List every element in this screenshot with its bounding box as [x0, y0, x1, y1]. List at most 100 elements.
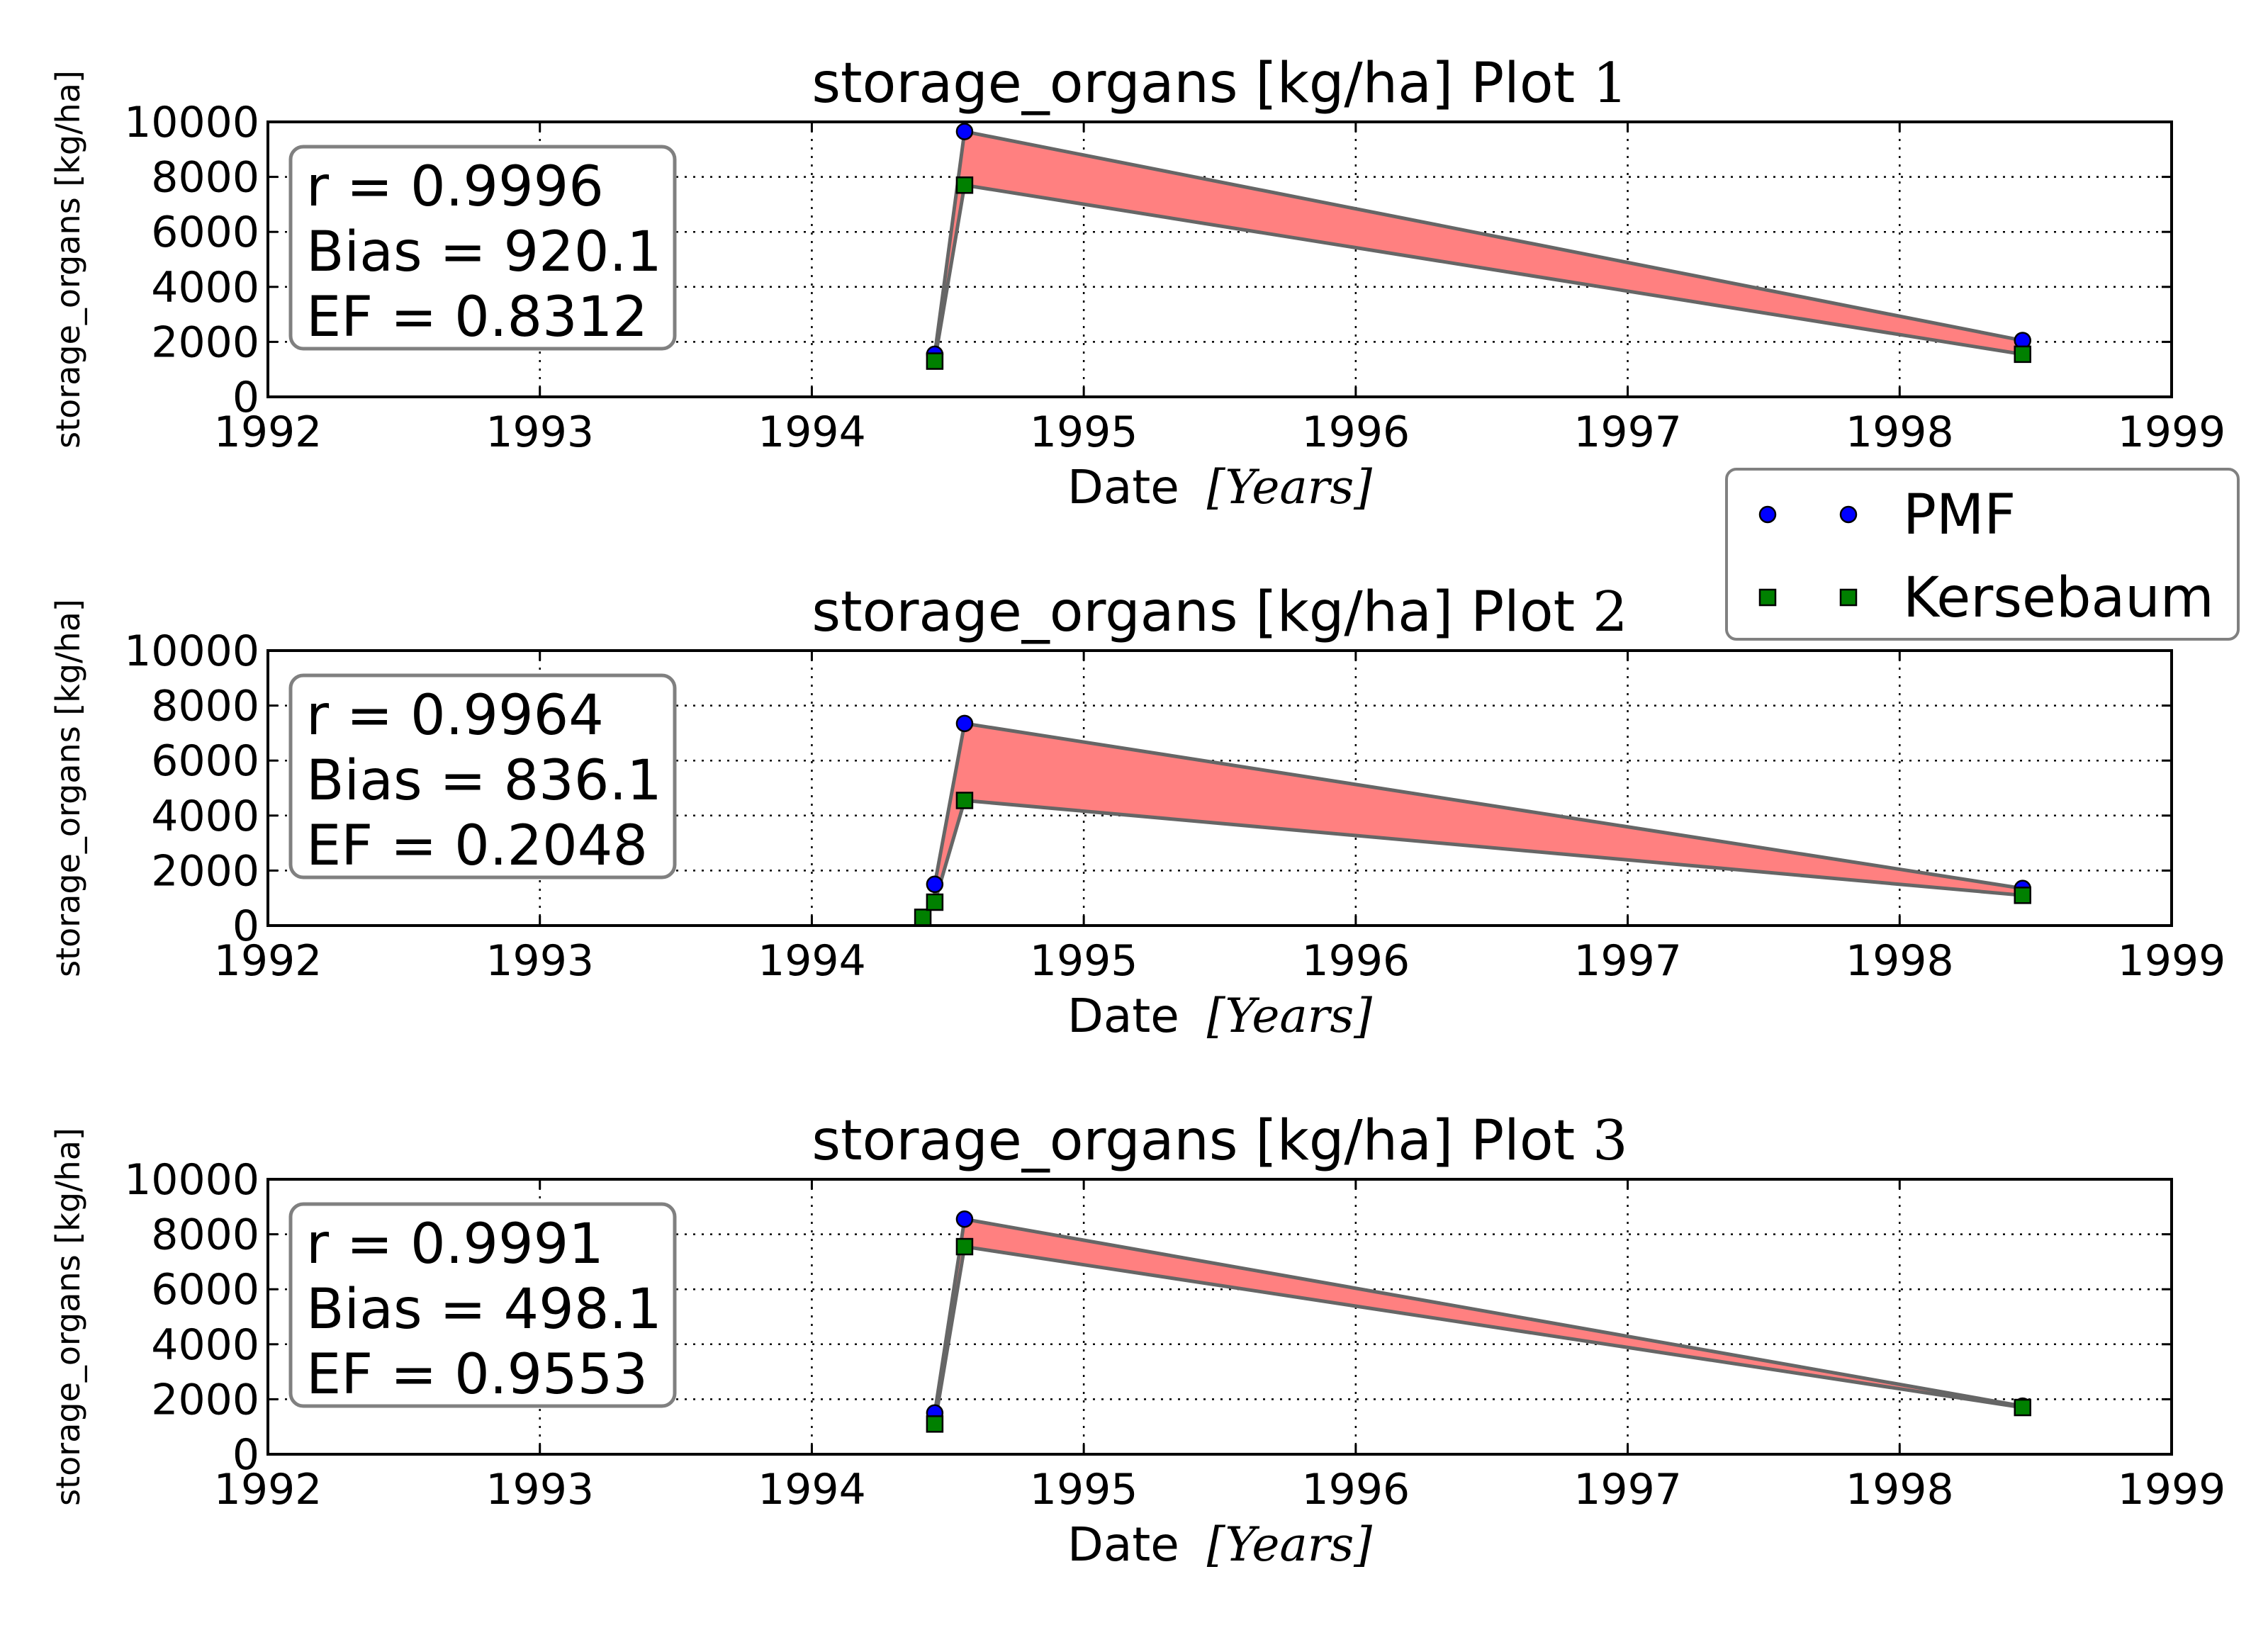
- x-tick-label: 1994: [758, 936, 866, 986]
- plot-title-text: storage_organs [kg/ha] Plot: [812, 52, 1593, 116]
- y-axis-label: storage_organs [kg/ha]: [49, 1128, 87, 1506]
- x-tick-label: 1998: [1846, 936, 1954, 986]
- plot-title: storage_organs [kg/ha] Plot 2: [812, 580, 1627, 644]
- plot-title: storage_organs [kg/ha] Plot 3: [812, 1109, 1627, 1173]
- x-axis-label-unit: [Years]: [1207, 989, 1372, 1043]
- plot-title: storage_organs [kg/ha] Plot 1: [812, 52, 1627, 116]
- stat-line: Bias = 498.1: [306, 1278, 662, 1342]
- x-axis-label: Date [Years]: [1067, 460, 1372, 515]
- x-tick-label: 1995: [1030, 408, 1138, 457]
- plot-frame: [266, 1178, 2173, 1456]
- x-tick-label: 1997: [1573, 936, 1682, 986]
- kersebaum-point: [2014, 887, 2031, 904]
- stat-line: r = 0.9964: [306, 684, 604, 748]
- difference-band: [933, 1217, 2025, 1424]
- y-tick-label: 10000: [124, 626, 259, 676]
- x-tick-label: 1998: [1846, 1465, 1954, 1514]
- x-axis-label: Date [Years]: [1067, 989, 1372, 1043]
- plot-title-text: storage_organs [kg/ha] Plot: [812, 1109, 1593, 1173]
- x-tick-label: 1993: [485, 936, 594, 986]
- x-tick-label: 1994: [758, 408, 866, 457]
- pmf-point: [955, 714, 974, 733]
- x-tick-label: 1995: [1030, 1465, 1138, 1514]
- x-tick-label: 1996: [1302, 936, 1410, 986]
- y-tick-label: 4000: [151, 792, 259, 841]
- x-tick-label: 1996: [1302, 408, 1410, 457]
- x-tick-label: 1995: [1030, 936, 1138, 986]
- x-tick-label: 1999: [2118, 1465, 2226, 1514]
- pmf-point: [955, 123, 974, 140]
- x-tick-label: 1993: [485, 408, 594, 457]
- legend-label: PMF: [1903, 483, 2016, 547]
- pmf-point: [926, 875, 944, 894]
- y-tick-label: 10000: [124, 1155, 259, 1205]
- y-tick-label: 10000: [124, 98, 259, 147]
- x-tick-label: 1999: [2118, 408, 2226, 457]
- y-tick-label: 6000: [151, 208, 259, 257]
- difference-band: [933, 721, 2025, 903]
- y-tick-label: 8000: [151, 153, 259, 203]
- x-tick-label: 1992: [214, 408, 322, 457]
- y-tick-label: 6000: [151, 1265, 259, 1315]
- stat-line: EF = 0.9553: [306, 1343, 648, 1407]
- y-tick-label: 4000: [151, 263, 259, 313]
- difference-band: [933, 129, 2025, 361]
- plot-title-text: storage_organs [kg/ha] Plot: [812, 580, 1593, 644]
- x-axis-label-text: Date: [1067, 989, 1194, 1043]
- pmf-point: [955, 1210, 974, 1228]
- y-tick-label: 2000: [151, 846, 259, 896]
- y-tick-label: 2000: [151, 1375, 259, 1424]
- stat-line: EF = 0.8312: [306, 286, 648, 349]
- y-tick-label: 4000: [151, 1320, 259, 1370]
- y-tick-label: 6000: [151, 736, 259, 786]
- x-tick-label: 1997: [1573, 1465, 1682, 1514]
- plot-title-number: 3: [1593, 1109, 1628, 1173]
- kersebaum-point: [926, 1415, 944, 1433]
- legend-label: Kersebaum: [1903, 566, 2214, 630]
- legend-kersebaum-marker: [1758, 588, 1777, 607]
- y-tick-label: 8000: [151, 682, 259, 731]
- x-axis-label-text: Date: [1067, 1517, 1194, 1572]
- plot-1: 1992 1993 1994 1995 1996 1997 1998 1999 0 2000400…: [49, 52, 2225, 515]
- legend-pmf-marker: [1758, 505, 1777, 524]
- plot-frame: [266, 120, 2173, 398]
- y-axis-label: storage_organs [kg/ha]: [49, 599, 87, 977]
- x-tick-label: 1992: [214, 1465, 322, 1514]
- x-tick-label: 1997: [1573, 408, 1682, 457]
- stat-line: Bias = 920.1: [306, 220, 662, 284]
- kersebaum-point: [914, 909, 932, 926]
- kersebaum-point: [955, 1237, 974, 1256]
- x-tick-label: 1994: [758, 1465, 866, 1514]
- stats-box: [288, 673, 677, 879]
- y-tick-label: 8000: [151, 1210, 259, 1260]
- stat-line: r = 0.9996: [306, 155, 604, 219]
- kersebaum-point: [955, 176, 974, 194]
- x-tick-label: 1999: [2118, 936, 2226, 986]
- stats-box: [288, 1202, 677, 1408]
- legend-pmf-marker: [1839, 505, 1858, 524]
- plot-title-number: 2: [1593, 580, 1628, 644]
- stats-box: [288, 145, 677, 351]
- x-tick-label: 1996: [1302, 1465, 1410, 1514]
- y-tick-label: 0: [232, 1430, 259, 1480]
- y-axis-label: storage_organs [kg/ha]: [49, 70, 87, 449]
- kersebaum-point: [955, 792, 974, 809]
- x-axis-label-unit: [Years]: [1207, 460, 1372, 515]
- y-tick-label: 0: [232, 373, 259, 422]
- x-tick-label: 1993: [485, 1465, 594, 1514]
- x-axis-label: Date [Years]: [1067, 1517, 1372, 1572]
- legend: PMF Kersebaum: [1725, 468, 2240, 641]
- kersebaum-point: [2014, 345, 2031, 364]
- plot-frame: [266, 649, 2173, 927]
- x-tick-label: 1998: [1846, 408, 1954, 457]
- y-tick-label: 2000: [151, 317, 259, 367]
- stat-line: EF = 0.2048: [306, 814, 648, 878]
- kersebaum-point: [926, 352, 944, 370]
- x-axis-label-text: Date: [1067, 460, 1194, 515]
- stat-line: r = 0.9991: [306, 1213, 604, 1276]
- x-axis-label-unit: [Years]: [1207, 1517, 1372, 1572]
- x-tick-label: 1992: [214, 936, 322, 986]
- y-tick-label: 0: [232, 901, 259, 951]
